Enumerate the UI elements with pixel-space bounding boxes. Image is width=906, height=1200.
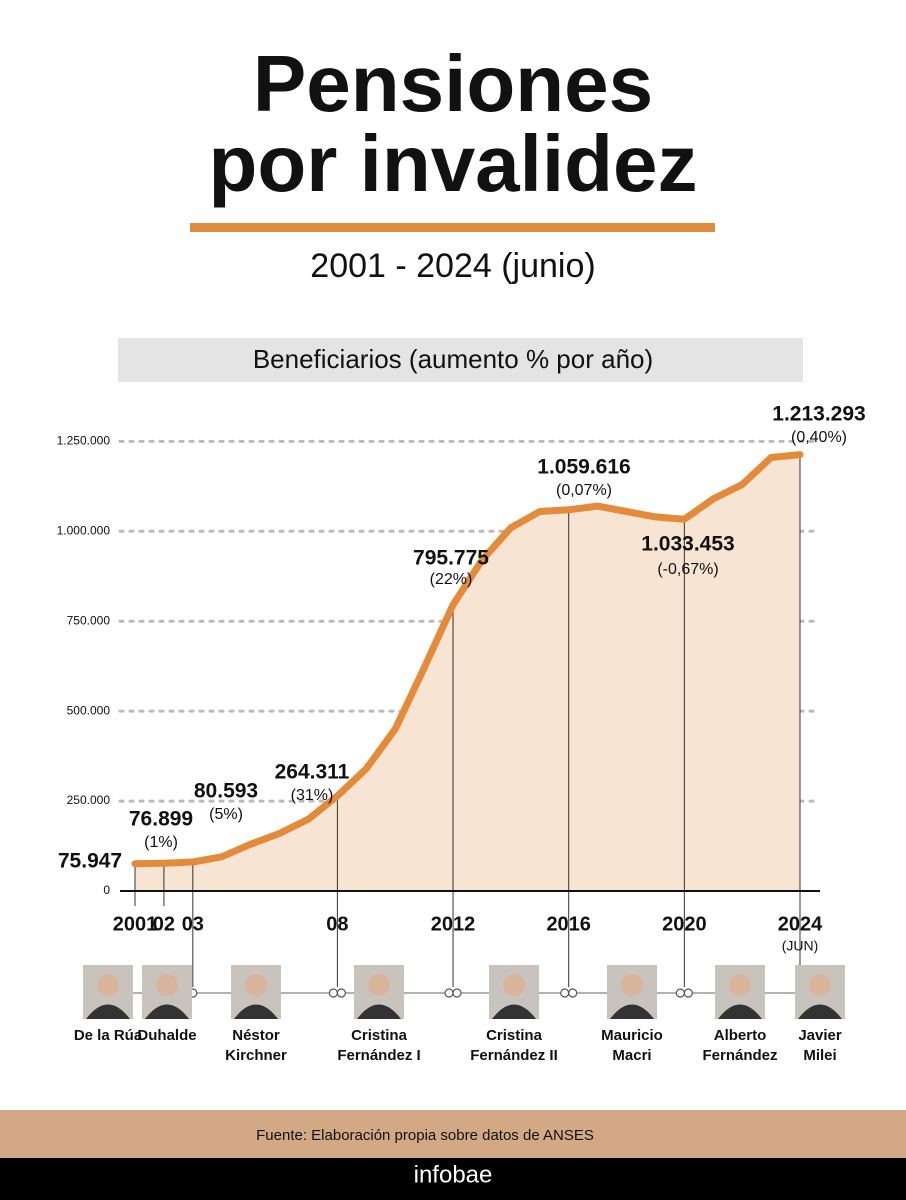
- header-band: [118, 338, 803, 382]
- source: Fuente: Elaboración propia sobre datos d…: [256, 1127, 594, 1144]
- president-name: Javier: [798, 1027, 842, 1044]
- president-name: Mauricio: [601, 1027, 663, 1044]
- photo-body: [718, 1004, 762, 1019]
- header: Beneficiarios (aumento % por año): [253, 344, 653, 374]
- x-tick-label: 2001: [113, 913, 158, 935]
- photo-body: [86, 1004, 130, 1019]
- photo-body: [610, 1004, 654, 1019]
- value-label: 1.033.453: [641, 533, 734, 556]
- value-label: 264.311: [275, 761, 350, 784]
- value-label: 80.593: [194, 780, 258, 803]
- photo-body: [798, 1004, 842, 1019]
- transition-marker: [336, 988, 346, 998]
- title-line: Pensiones: [253, 39, 653, 128]
- value-label: 1.059.616: [537, 456, 630, 479]
- photo-head: [621, 974, 643, 996]
- change-label: (5%): [209, 806, 243, 823]
- change-label: (-0,67%): [657, 561, 718, 578]
- photo-body: [145, 1004, 189, 1019]
- change-label: (22%): [430, 571, 473, 588]
- change-label: (1%): [144, 834, 178, 851]
- transition-marker: [444, 988, 454, 998]
- x-tick-label: 2016: [546, 913, 591, 935]
- photo-head: [97, 974, 119, 996]
- x-tick-label: 03: [182, 913, 204, 935]
- president-name: Fernández I: [337, 1047, 420, 1064]
- photo-head: [245, 974, 267, 996]
- transition-marker: [568, 988, 578, 998]
- y-tick-label: 1.250.000: [57, 434, 111, 448]
- x-tick-label: 2020: [662, 913, 707, 935]
- value-label: 76.899: [129, 808, 193, 831]
- president-name: Néstor: [232, 1027, 280, 1044]
- president-name: Alberto: [714, 1027, 767, 1044]
- transition-marker: [328, 988, 338, 998]
- photo-head: [809, 974, 831, 996]
- photo-head: [729, 974, 751, 996]
- x-tick-label: 2024: [778, 913, 823, 935]
- title-underline: [190, 223, 715, 232]
- value-label: 75.947: [58, 850, 122, 873]
- brand: infobae: [414, 1161, 493, 1188]
- president-name: Kirchner: [225, 1047, 287, 1064]
- transition-marker: [560, 988, 570, 998]
- y-tick-label: 1.000.000: [57, 523, 111, 537]
- photo-head: [156, 974, 178, 996]
- photo-body: [492, 1004, 536, 1019]
- president-name: Macri: [612, 1047, 651, 1064]
- transition-marker: [675, 988, 685, 998]
- change-label: (0,07%): [556, 482, 612, 499]
- plot: 0 250.000 500.000 750.000 1.000.000 1.250.000…: [57, 403, 866, 987]
- x-tick-label: 02: [153, 913, 175, 935]
- president-name: Cristina: [351, 1027, 408, 1044]
- x-tick-label: 2012: [431, 913, 476, 935]
- photo-head: [503, 974, 525, 996]
- change-label: (0,40%): [791, 429, 847, 446]
- president-name: Duhalde: [137, 1027, 196, 1044]
- y-tick-label: 750.000: [67, 613, 111, 627]
- subtitle: 2001 - 2024 (junio): [310, 247, 595, 285]
- president-name: Fernández: [702, 1047, 777, 1064]
- president-name: Milei: [803, 1047, 836, 1064]
- line: [131, 451, 804, 868]
- photo-body: [234, 1004, 278, 1019]
- president-name: De la Rúa: [74, 1027, 143, 1044]
- y-tick-label: 500.000: [67, 703, 111, 717]
- source-band: [0, 1110, 906, 1158]
- president-name: Fernández II: [470, 1047, 558, 1064]
- transition-marker: [683, 988, 693, 998]
- change-label: (31%): [291, 787, 334, 804]
- president-name: Cristina: [486, 1027, 543, 1044]
- area: [135, 454, 800, 891]
- y-tick-label: 250.000: [67, 793, 111, 807]
- x-tick-label: 08: [326, 913, 348, 935]
- value-label: 795.775: [413, 547, 489, 570]
- photo-head: [368, 974, 390, 996]
- transition-marker: [452, 988, 462, 998]
- value-label: 1.213.293: [772, 403, 865, 426]
- brand-band: [0, 1158, 906, 1200]
- x-note: (JUN): [782, 938, 819, 954]
- y-tick-label: 0: [103, 883, 110, 897]
- photo-body: [357, 1004, 401, 1019]
- title-line: por invalidez: [209, 119, 698, 208]
